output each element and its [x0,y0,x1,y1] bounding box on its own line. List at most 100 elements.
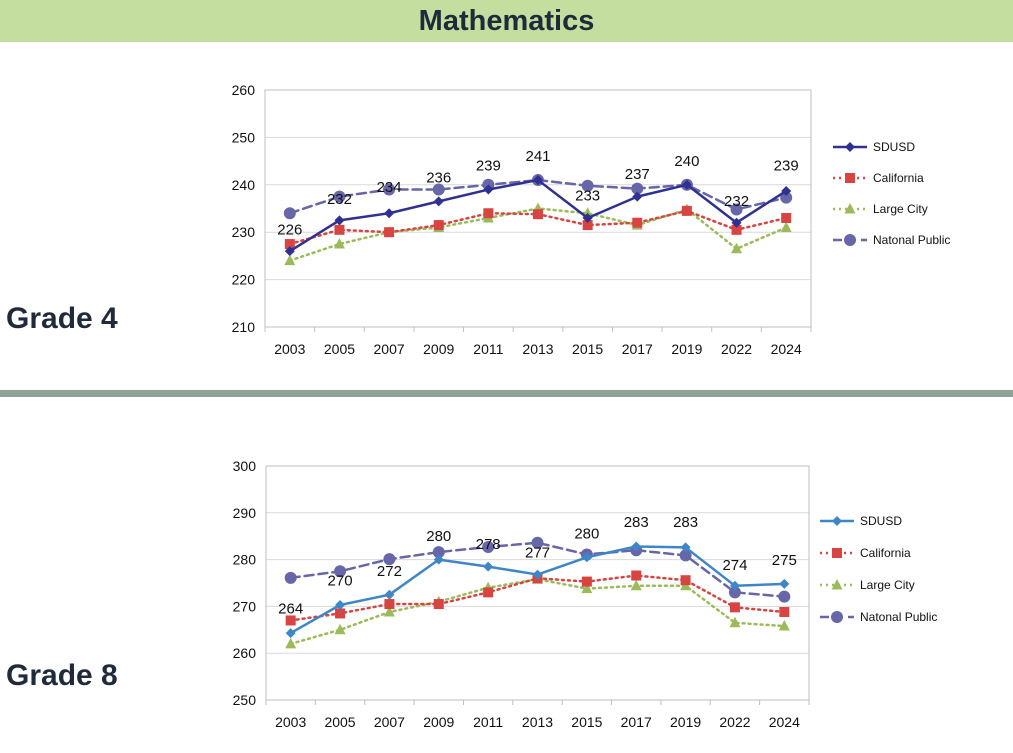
grade-8-legend-item-natonal-public: Natonal Public [820,610,937,624]
grade-8-point-natonal-public-2011 [482,540,495,553]
grade-8-x-tick-label: 2019 [670,714,701,730]
grade-4-point-sdusd-2009 [433,196,444,207]
grade-8-data-label-2017: 283 [624,514,649,531]
grade-4-y-tick-label: 230 [232,224,256,240]
grade-8-legend-marker [832,548,842,558]
grade-4-legend-marker [845,142,855,152]
grade-4-x-tick-label: 2022 [721,341,752,357]
grade-4-y-tick-label: 240 [232,177,256,193]
grade-4-point-sdusd-2013 [533,175,543,186]
grade-4-point-sdusd-2011 [483,184,494,195]
grade-8-label: Grade 8 [6,659,118,692]
grade-8-point-sdusd-2005 [335,599,346,610]
grade-8-point-california-2009 [433,599,444,610]
grade-4-y-tick-label: 250 [232,129,256,145]
grade-4-point-natonal-public-2017 [631,182,644,195]
grade-8-point-california-2019 [680,575,691,586]
grade-4-y-tick-label: 260 [232,82,256,98]
grade-8-legend-item-sdusd: SDUSD [820,514,902,528]
grade-8-point-sdusd-2007 [384,589,395,600]
grade-4-x-tick-label: 2019 [671,341,702,357]
grade-8-data-label-2005: 270 [328,572,353,589]
grade-8-y-tick-label: 260 [233,645,257,661]
grade-8-point-sdusd-2013 [532,569,543,580]
grade-8-point-sdusd-2017 [631,541,642,552]
grade-8-x-tick-label: 2013 [522,714,553,730]
grade-4-legend-item-large-city: Large City [833,202,928,216]
grade-8-data-label-2009: 280 [426,528,451,545]
grade-4-x-tick-label: 2013 [522,341,553,357]
grade-8-line-large-city [289,578,786,646]
grade-4-point-california-2011 [483,208,494,219]
grade-8-x-tick-label: 2005 [324,714,355,730]
grade-8-x-tick-label: 2015 [571,714,602,730]
grade-4-legend-marker [845,173,855,183]
grade-4-data-label-2019: 240 [674,153,699,170]
grade-8-point-large-city-2022 [729,616,741,628]
grade-4-point-sdusd-2003 [284,246,295,257]
grade-8-point-large-city-2015 [581,582,593,594]
grade-8-point-natonal-public-2022 [728,586,741,599]
grade-4-point-sdusd-2015 [582,212,593,223]
grade-8-series-sdusd [285,541,790,639]
grade-8-point-sdusd-2022 [729,580,740,591]
grade-4-plot-frame [264,89,812,328]
grade-4-point-california-2022 [731,224,742,235]
grade-8-y-tick-label: 290 [233,505,257,521]
grade-4-x-tick-label: 2024 [771,341,802,357]
grade-8-x-tick-label: 2011 [473,714,503,730]
grade-8-point-california-2011 [483,587,494,598]
grade-8-data-label-2007: 272 [377,563,402,580]
grade-4-point-large-city-2005 [333,238,345,249]
grade-4-point-california-2015 [582,220,593,231]
grade-4-y-tick-label: 220 [232,272,256,288]
grade-8-point-sdusd-2019 [680,542,691,553]
grade-4-legend-label: California [873,171,924,185]
grade-8-legend-marker [831,579,843,590]
grade-8-point-natonal-public-2024 [778,590,791,603]
grade-4-legend-marker [844,234,856,246]
grade-8-chart: 250 260 270 280 290 300 2003 2005 2007 2009 2011 20… [233,458,938,730]
grade-4-point-large-city-2022 [731,242,743,254]
grade-8-point-sdusd-2011 [483,561,494,572]
grade-4-x-tick-label: 2003 [274,341,305,357]
grade-8-legend-label: Large City [860,578,915,592]
grade-4-point-natonal-public-2007 [383,183,396,196]
grade-4-legend-marker [844,203,856,214]
grade-4-point-natonal-public-2015 [581,179,594,192]
grade-4-point-large-city-2024 [780,221,792,232]
grade-4-point-sdusd-2019 [681,179,692,190]
grade-8-point-california-2022 [729,602,740,613]
grade-8-data-label-2013: 277 [525,544,550,561]
grade-8-legend-marker [831,611,843,623]
grade-4-point-sdusd-2005 [334,215,345,226]
grade-8-point-sdusd-2024 [779,578,790,589]
grade-4-data-label-2005: 232 [327,191,352,208]
grade-4-legend-item-natonal-public: Natonal Public [833,233,950,247]
grade-4-point-california-2003 [284,239,295,250]
grade-8-point-large-city-2003 [285,637,297,649]
grade-4-data-label-2022: 232 [724,193,749,210]
grade-8-point-large-city-2017 [630,579,642,591]
grade-8-point-natonal-public-2013 [531,536,544,549]
title-bar: Mathematics [0,0,1013,42]
grade-8-x-tick-label: 2003 [275,714,306,730]
grade-8-point-california-2015 [581,576,592,587]
grade-8-point-large-city-2005 [334,623,346,635]
grade-4-point-large-city-2003 [284,254,296,266]
grade-8-point-sdusd-2003 [285,628,296,639]
grade-8-point-sdusd-2015 [581,552,592,563]
grade-8-point-large-city-2007 [383,606,395,617]
grade-8-x-tick-label: 2024 [769,714,800,730]
grade-8-legend-label: California [860,546,911,560]
grade-8-data-label-2003: 264 [278,600,303,617]
grade-8-data-label-2022: 274 [722,557,747,574]
grade-4-point-california-2013 [533,209,543,220]
grade-4-point-california-2005 [334,224,345,235]
grade-8-x-tick-label: 2009 [423,714,454,730]
grade-8-point-california-2003 [285,615,296,626]
grade-4-data-label-2024: 239 [774,158,799,175]
grade-4-data-label-2011: 239 [476,158,501,175]
grade-4-x-tick-label: 2011 [473,341,503,357]
grade-8-point-natonal-public-2007 [383,553,396,566]
